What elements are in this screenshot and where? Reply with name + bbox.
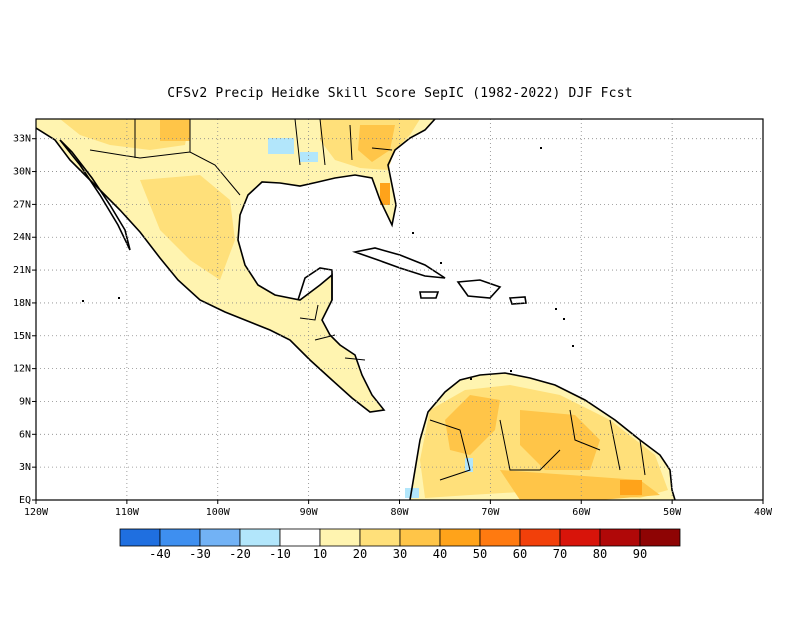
texas-negative-cell bbox=[268, 138, 294, 154]
central-america-borders bbox=[299, 304, 366, 361]
mexico-orange-cell bbox=[160, 119, 190, 141]
lon-tick-label: 80W bbox=[390, 507, 409, 518]
colorbar-label: 30 bbox=[393, 547, 407, 561]
lon-tick-label: 60W bbox=[572, 507, 591, 518]
colorbar-label: -40 bbox=[149, 547, 171, 561]
colorbar-swatch bbox=[439, 528, 481, 547]
small-islands bbox=[82, 147, 574, 380]
lat-tick-label: 6N bbox=[19, 429, 31, 440]
lon-tick-label: 120W bbox=[24, 507, 49, 518]
sa-negative-cell-2 bbox=[405, 488, 419, 498]
lat-tick-label: 33N bbox=[13, 134, 31, 145]
lat-tick-label: 12N bbox=[13, 364, 31, 375]
colorbar-swatch bbox=[279, 528, 321, 547]
lat-tick-label: 30N bbox=[13, 167, 31, 178]
coastlines bbox=[36, 119, 676, 500]
colorbar-swatch bbox=[479, 528, 521, 547]
sa-dark-cell bbox=[620, 480, 642, 495]
colorbar-swatch bbox=[519, 528, 561, 547]
land-shading bbox=[36, 119, 675, 500]
us-sw-mid-patch bbox=[60, 119, 190, 150]
colorbar-swatch bbox=[559, 528, 601, 547]
sa-orange-patch-2 bbox=[520, 410, 600, 470]
colorbar bbox=[119, 528, 681, 547]
colorbar-swatch bbox=[159, 528, 201, 547]
north-america-skill-area bbox=[36, 119, 435, 412]
lat-tick-label: 9N bbox=[19, 396, 31, 407]
louisiana-negative-cell bbox=[300, 152, 318, 162]
colorbar-label: 10 bbox=[313, 547, 327, 561]
south-america-borders bbox=[429, 409, 646, 481]
sa-orange-patch bbox=[445, 395, 500, 455]
colorbar-label: 40 bbox=[433, 547, 447, 561]
lon-tick-label: 100W bbox=[206, 507, 231, 518]
colorbar-swatch bbox=[239, 528, 281, 547]
lat-tick-label: 27N bbox=[13, 199, 31, 210]
lon-tick-label: 110W bbox=[115, 507, 140, 518]
lon-tick-label: 50W bbox=[663, 507, 682, 518]
lat-tick-label: EQ bbox=[19, 495, 31, 506]
colorbar-swatch bbox=[199, 528, 241, 547]
baja-california-coastline bbox=[59, 139, 131, 251]
us-se-orange-patch bbox=[358, 125, 395, 162]
colorbar-swatch bbox=[399, 528, 441, 547]
lat-tick-label: 21N bbox=[13, 265, 31, 276]
lat-tick-label: 3N bbox=[19, 462, 31, 473]
chart-title: CFSv2 Precip Heidke Skill Score SepIC (1… bbox=[167, 86, 633, 101]
longitude-tick-labels: 120W 110W 100W 90W 80W 70W 60W 50W 40W bbox=[24, 500, 773, 518]
florida-dark-cell bbox=[380, 183, 390, 205]
us-state-borders bbox=[134, 119, 393, 166]
colorbar-label: -20 bbox=[229, 547, 251, 561]
colorbar-swatch bbox=[119, 528, 161, 547]
colorbar-label: -10 bbox=[269, 547, 291, 561]
lat-tick-label: 24N bbox=[13, 232, 31, 243]
puerto-rico-coastline bbox=[508, 296, 527, 305]
country-borders bbox=[89, 119, 646, 481]
colorbar-label: 70 bbox=[553, 547, 567, 561]
hispaniola-coastline bbox=[456, 279, 502, 299]
colorbar-swatch bbox=[319, 528, 361, 547]
mexico-mid-patch bbox=[140, 175, 235, 280]
lat-tick-label: 15N bbox=[13, 331, 31, 342]
cuba-coastline bbox=[351, 247, 446, 279]
lat-tick-label: 18N bbox=[13, 298, 31, 309]
colorbar-label: -30 bbox=[189, 547, 211, 561]
colorbar-swatch bbox=[359, 528, 401, 547]
lon-tick-label: 70W bbox=[481, 507, 500, 518]
colorbar-label: 90 bbox=[633, 547, 647, 561]
latitude-tick-labels: EQ 3N 6N 9N 12N 15N 18N 21N 24N 27N 30N 33N bbox=[13, 134, 36, 506]
colorbar-label: 60 bbox=[513, 547, 527, 561]
south-america-coastline bbox=[409, 372, 676, 500]
colorbar-labels: -40 -30 -20 -10 10 20 30 40 50 60 70 80 90 bbox=[149, 547, 647, 561]
colorbar-swatch bbox=[639, 528, 681, 547]
lon-tick-label: 90W bbox=[300, 507, 319, 518]
colorbar-label: 20 bbox=[353, 547, 367, 561]
yucatan-coastline bbox=[297, 267, 333, 301]
colorbar-label: 80 bbox=[593, 547, 607, 561]
colorbar-label: 50 bbox=[473, 547, 487, 561]
colorbar-swatch bbox=[599, 528, 641, 547]
lon-tick-label: 40W bbox=[754, 507, 773, 518]
jamaica-coastline bbox=[419, 291, 440, 299]
